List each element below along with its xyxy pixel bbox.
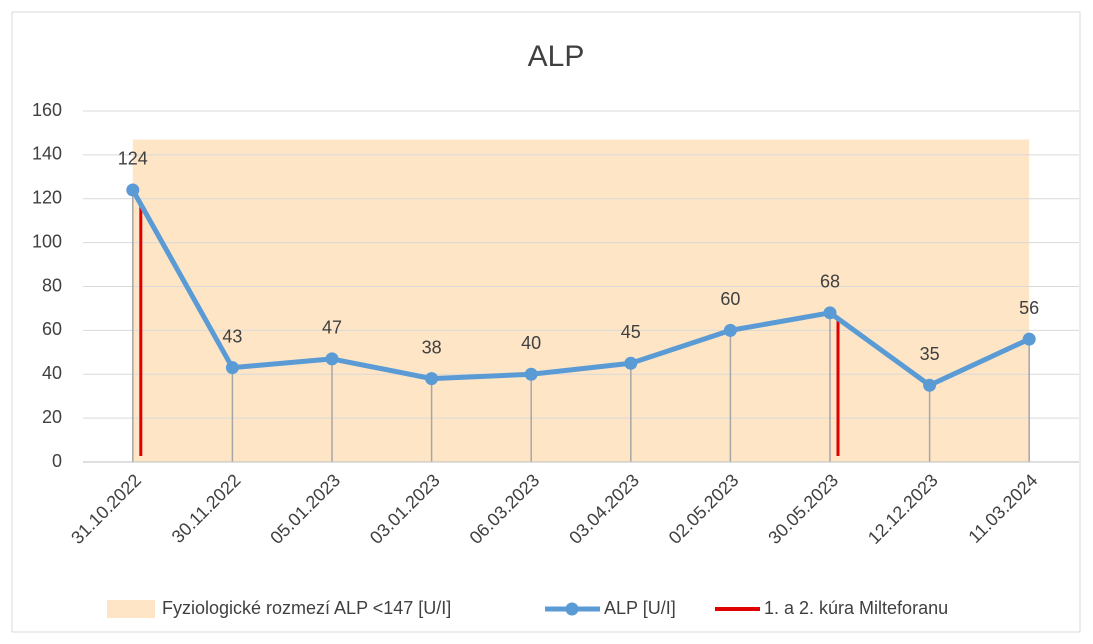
y-tick-label: 100: [32, 231, 62, 251]
y-tick-label: 0: [52, 451, 62, 471]
data-label: 56: [1019, 298, 1039, 318]
data-label: 35: [920, 344, 940, 364]
y-tick-label: 80: [42, 275, 62, 295]
data-point: [624, 356, 638, 370]
data-point: [923, 378, 937, 392]
data-point: [1022, 332, 1036, 346]
data-point: [823, 306, 837, 320]
legend-label: Fyziologické rozmezí ALP <147 [U/I]: [162, 598, 451, 618]
data-point: [723, 323, 737, 337]
legend-label: 1. a 2. kúra Milteforanu: [764, 598, 948, 618]
data-label: 47: [322, 318, 342, 338]
data-label: 60: [720, 289, 740, 309]
data-point: [425, 372, 439, 386]
y-tick-label: 40: [42, 363, 62, 383]
legend-label: ALP [U/I]: [604, 598, 676, 618]
y-tick-label: 120: [32, 188, 62, 208]
data-label: 124: [118, 149, 148, 169]
data-label: 43: [222, 326, 242, 346]
chart-title: ALP: [528, 40, 585, 73]
data-label: 45: [621, 322, 641, 342]
y-tick-label: 140: [32, 144, 62, 164]
y-tick-label: 160: [32, 100, 62, 120]
data-label: 38: [422, 337, 442, 357]
y-tick-label: 60: [42, 319, 62, 339]
legend-swatch: [565, 602, 579, 616]
data-label: 40: [521, 333, 541, 353]
data-point: [524, 367, 538, 381]
reference-band: [132, 139, 1030, 463]
data-point: [325, 352, 339, 366]
data-point: [225, 361, 239, 375]
data-line: [130, 188, 1031, 388]
legend-swatch: [107, 600, 155, 618]
data-label: 68: [820, 272, 840, 292]
data-point: [126, 183, 140, 197]
y-tick-label: 20: [42, 407, 62, 427]
